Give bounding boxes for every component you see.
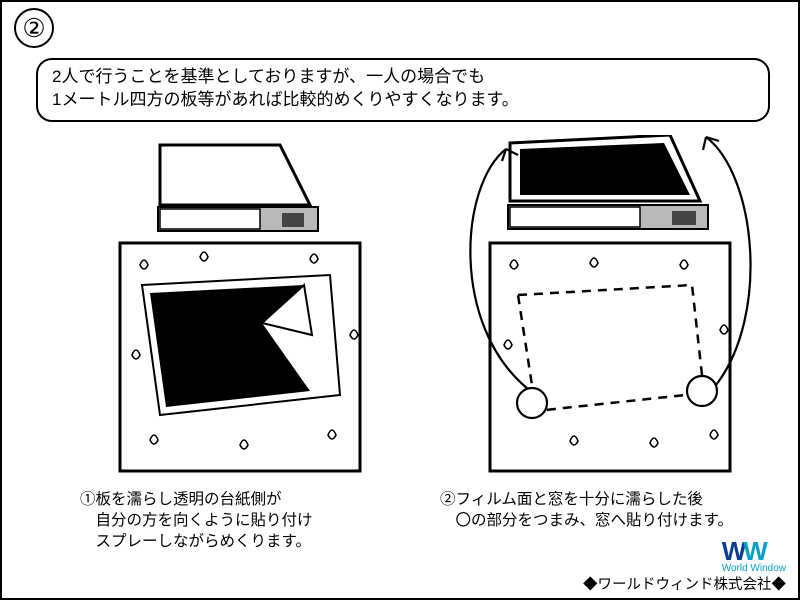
film-peel-icon: [142, 275, 340, 415]
step-number-badge: ②: [14, 8, 54, 48]
film-outline-icon: [518, 285, 704, 411]
footer-company: ◆ワールドウィンド株式会社◆: [583, 573, 786, 594]
grab-point-icon: [517, 388, 547, 418]
spray-bottle-icon: [158, 145, 318, 231]
tip-text: 2人で行うことを基準としておりますが、一人の場合でも 1メートル四方の板等があれ…: [52, 67, 519, 109]
diagram-step-1: [50, 135, 400, 485]
panel-step-1: [50, 135, 400, 490]
logo-mark-icon: WW: [722, 536, 765, 566]
step-number: ②: [22, 13, 45, 43]
water-drops-icon: [504, 258, 728, 447]
brand-logo: WW World Window: [722, 536, 786, 574]
panel-step-2: [420, 135, 770, 490]
diagram-step-2: [420, 135, 770, 485]
window-icon: [508, 135, 708, 229]
board-icon: [490, 243, 730, 471]
tip-bubble: 2人で行うことを基準としておりますが、一人の場合でも 1メートル四方の板等があれ…: [36, 58, 770, 122]
caption-step-1: ①板を濡らし透明の台紙側が 自分の方を向くように貼り付け スプレーしながらめくり…: [80, 490, 430, 553]
grab-point-icon: [687, 376, 717, 406]
caption-step-2: ②フィルム面と窓を十分に濡らした後 〇の部分をつまみ、窓へ貼り付けます。: [440, 490, 790, 532]
